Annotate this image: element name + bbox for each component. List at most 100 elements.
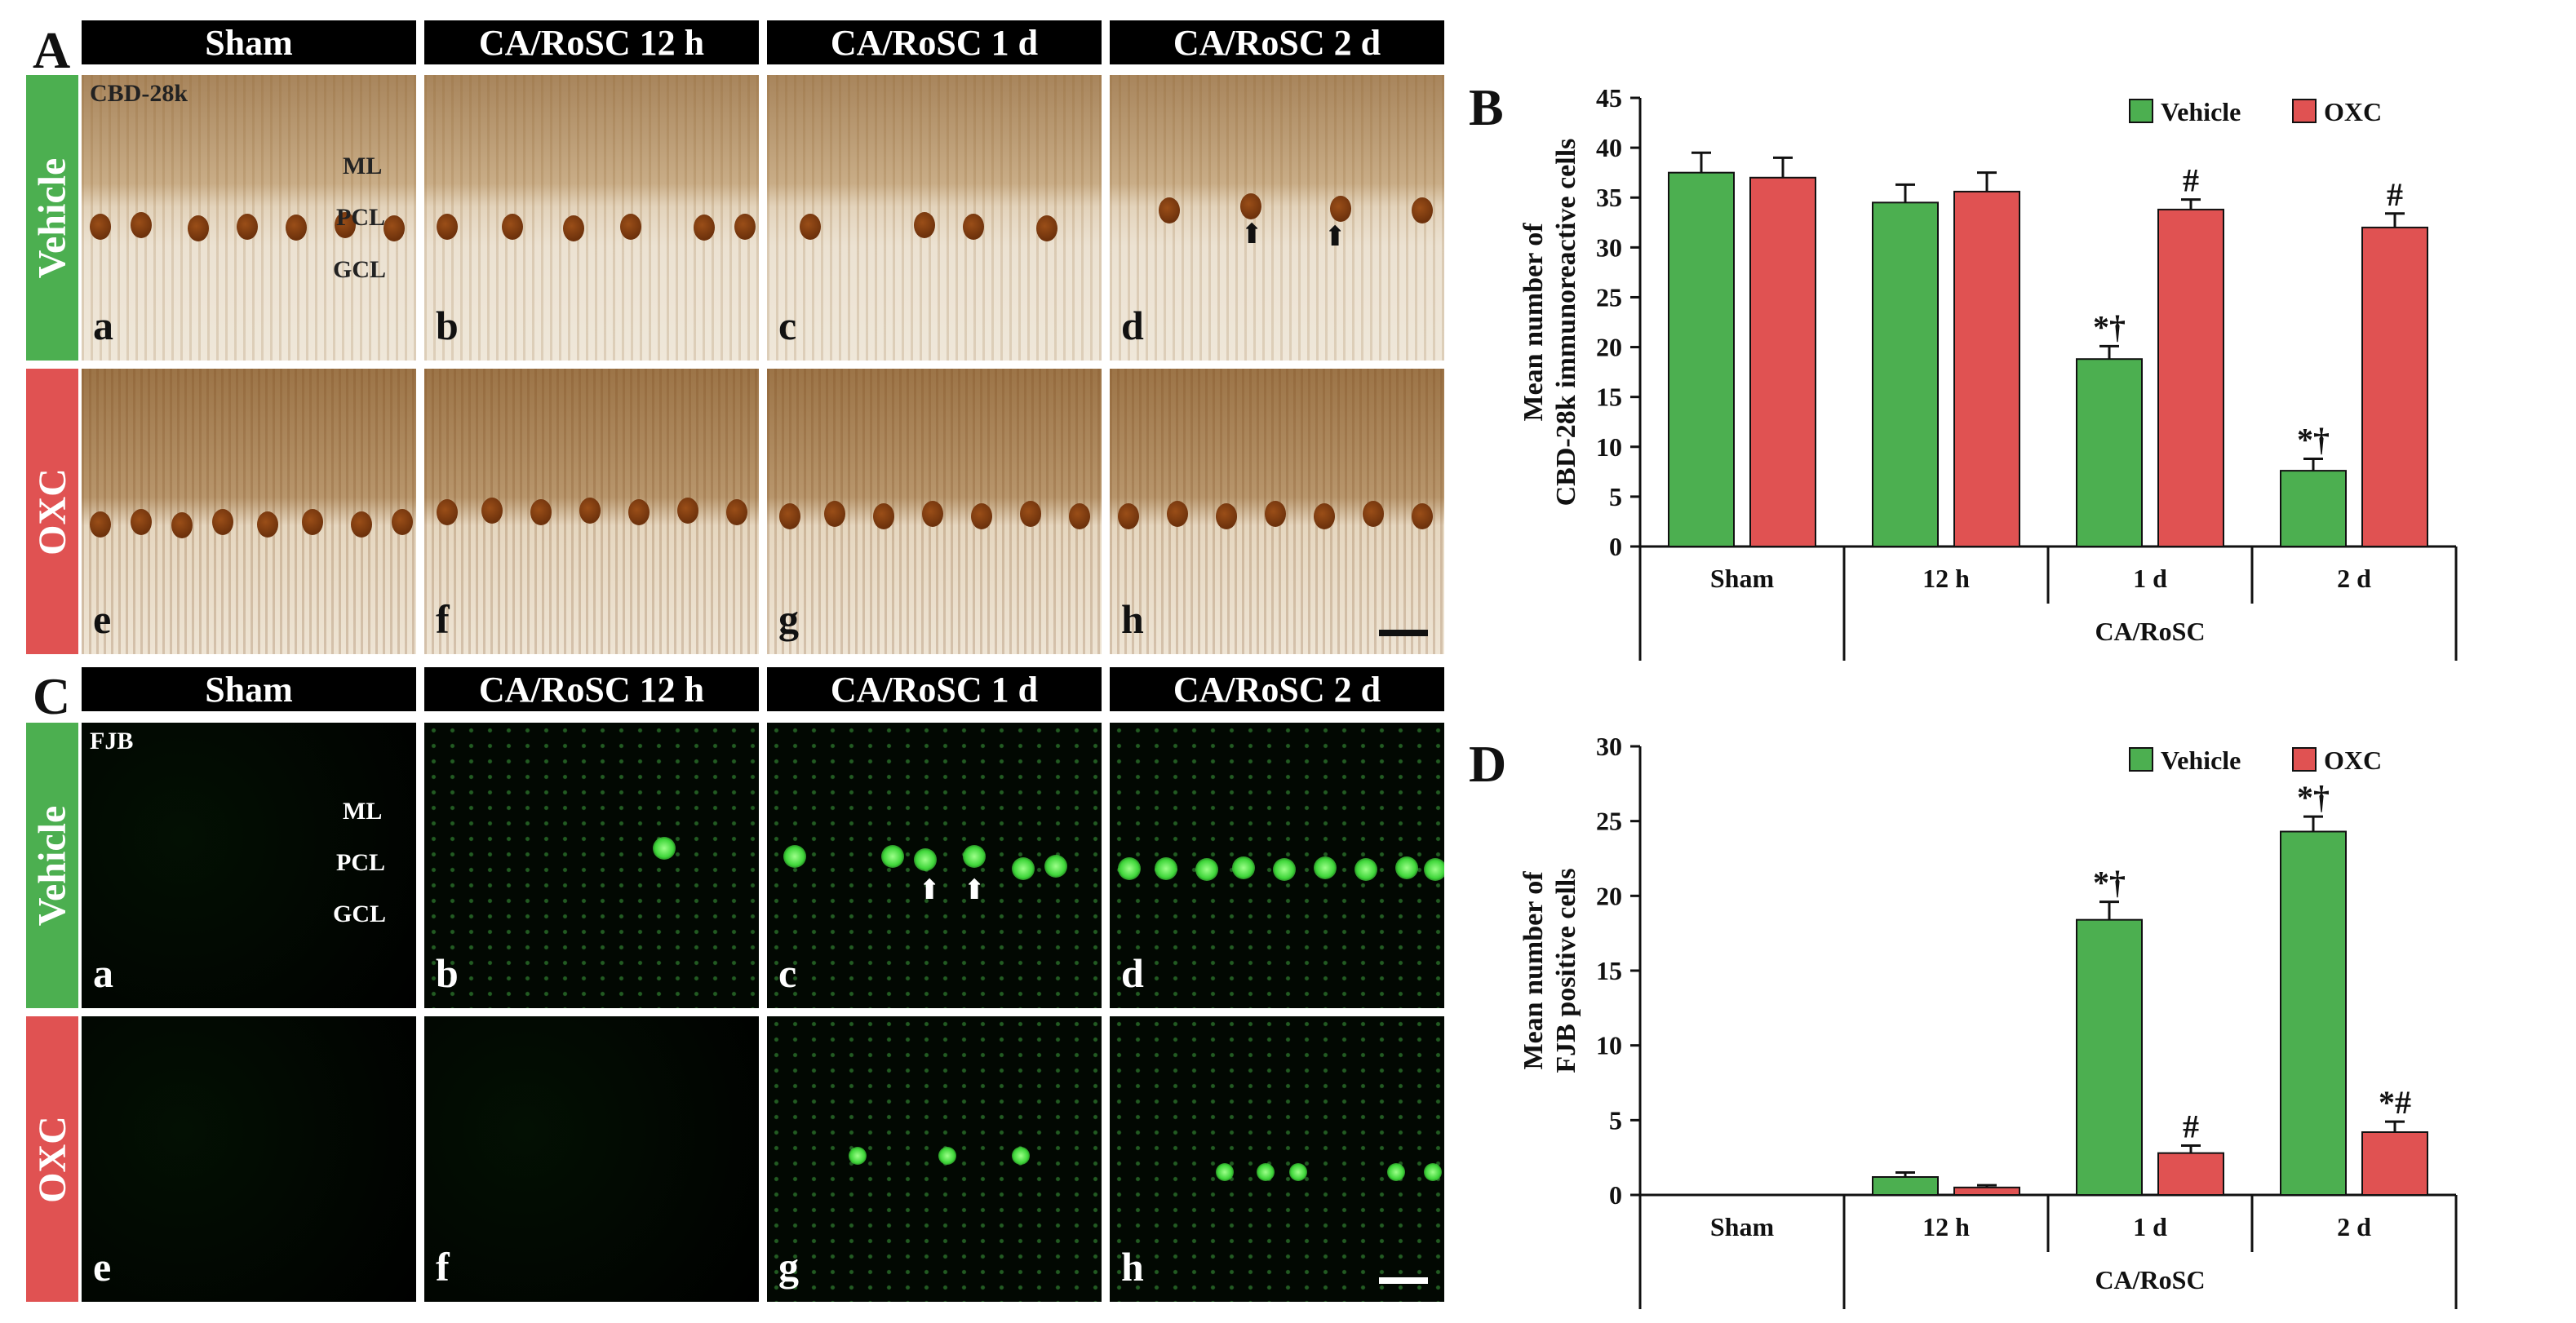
fjb-micrograph-a: FJB ML PCL GCL a: [82, 723, 416, 1008]
x-group-label: CA/RoSC: [2095, 1265, 2205, 1294]
y-tick-label: 45: [1596, 83, 1622, 113]
x-tick-label: Sham: [1710, 564, 1775, 593]
y-tick-label: 20: [1596, 333, 1622, 362]
column-header-sham: Sham: [82, 667, 416, 711]
subpanel-label: h: [1121, 596, 1144, 642]
layer-label-pcl: PCL: [336, 849, 385, 876]
bar: [2157, 1152, 2224, 1197]
legend-swatch: [2129, 99, 2153, 123]
x-tick-label: 12 h: [1922, 1212, 1970, 1241]
ihc-micrograph-f: f: [424, 369, 759, 654]
significance-mark: #: [2387, 176, 2403, 213]
row-label-oxc-c: OXC: [26, 1016, 78, 1302]
bar: [1872, 201, 1939, 547]
ihc-micrograph-d: ⬆ ⬆ d: [1110, 75, 1444, 361]
legend-swatch: [2129, 747, 2153, 772]
legend-label: OXC: [2324, 746, 2382, 775]
layer-label-ml: ML: [343, 153, 383, 179]
bar: [2280, 470, 2347, 547]
row-label-vehicle-a: Vehicle: [26, 75, 78, 361]
stain-label-fjb: FJB: [90, 728, 134, 754]
subpanel-label: c: [778, 303, 797, 348]
subpanel-label: d: [1121, 950, 1144, 996]
bar: [1953, 1186, 2020, 1196]
y-axis-label: Mean number ofFJB positive cells: [1519, 868, 1581, 1073]
y-tick-label: 10: [1596, 1031, 1622, 1060]
stain-label-cbd28k: CBD-28k: [90, 80, 188, 107]
ihc-micrograph-h: h: [1110, 369, 1444, 654]
legend-label: Vehicle: [2161, 97, 2241, 126]
y-tick-label: 20: [1596, 881, 1622, 910]
fjb-micrograph-b: b: [424, 723, 759, 1008]
column-header-sham: Sham: [82, 20, 416, 64]
x-tick-label: 1 d: [2133, 1212, 2167, 1241]
y-tick-label: 0: [1609, 532, 1622, 561]
panel-letter-c: C: [33, 667, 71, 725]
subpanel-label: g: [778, 1244, 799, 1290]
x-tick-label: 1 d: [2133, 564, 2167, 593]
y-tick-label: 30: [1596, 732, 1622, 761]
legend-label: Vehicle: [2161, 746, 2241, 775]
subpanel-label: e: [93, 596, 112, 642]
significance-mark: #: [2183, 162, 2199, 199]
column-header-2d: CA/RoSC 2 d: [1110, 667, 1444, 711]
row-label-oxc-a: OXC: [26, 369, 78, 654]
x-tick-label: 2 d: [2337, 1212, 2371, 1241]
y-tick-label: 10: [1596, 432, 1622, 462]
y-tick-label: 5: [1609, 482, 1622, 511]
subpanel-label: f: [436, 1244, 450, 1290]
scale-bar: [1379, 630, 1428, 636]
y-tick-label: 15: [1596, 383, 1622, 412]
legend-swatch: [2292, 99, 2317, 123]
column-header-1d: CA/RoSC 1 d: [767, 20, 1102, 64]
layer-label-gcl: GCL: [333, 256, 387, 283]
y-tick-label: 40: [1596, 133, 1622, 162]
column-header-2d: CA/RoSC 2 d: [1110, 20, 1444, 64]
significance-mark: *†: [2093, 308, 2126, 345]
ihc-micrograph-g: g: [767, 369, 1102, 654]
x-tick-label: 12 h: [1922, 564, 1970, 593]
fjb-micrograph-c: ⬆ ⬆ c: [767, 723, 1102, 1008]
layer-label-gcl: GCL: [333, 900, 387, 927]
bar: [1749, 176, 1816, 548]
bar-chart-cbd28k: 0 5 10 15 20 25 30 35 40 45 Mean number ofCBD-28k …: [1519, 83, 2458, 661]
subpanel-label: d: [1121, 303, 1144, 348]
y-tick-label: 35: [1596, 183, 1622, 212]
arrow-up-icon: ⬆: [918, 875, 942, 905]
x-group-label: CA/RoSC: [2095, 617, 2205, 646]
subpanel-label: g: [778, 596, 799, 642]
significance-mark: *#: [2379, 1084, 2411, 1121]
panel-letter-d: D: [1469, 735, 1507, 793]
arrow-up-icon: ⬆: [1240, 219, 1264, 250]
legend-label: OXC: [2324, 97, 2382, 126]
fjb-micrograph-d: d: [1110, 723, 1444, 1008]
bar: [2076, 358, 2143, 547]
fjb-micrograph-e: e: [82, 1016, 416, 1302]
y-tick-label: 15: [1596, 956, 1622, 985]
significance-mark: #: [2183, 1108, 2199, 1145]
fjb-micrograph-g: g: [767, 1016, 1102, 1302]
bar: [2157, 208, 2224, 547]
bar: [2361, 226, 2428, 547]
layer-label-ml: ML: [343, 798, 383, 825]
x-tick-label: 2 d: [2337, 564, 2371, 593]
bar: [2361, 1131, 2428, 1196]
ihc-micrograph-a: CBD-28k ML PCL GCL a: [82, 75, 416, 361]
fjb-micrograph-h: h: [1110, 1016, 1444, 1302]
y-tick-label: 25: [1596, 282, 1622, 312]
bar: [1668, 171, 1735, 548]
bar: [2076, 918, 2143, 1197]
subpanel-label: f: [436, 596, 450, 642]
bar: [2280, 830, 2347, 1196]
scale-bar: [1379, 1277, 1428, 1284]
subpanel-label: b: [436, 303, 459, 348]
subpanel-label: a: [93, 303, 113, 348]
y-tick-label: 0: [1609, 1180, 1622, 1210]
fjb-micrograph-f: f: [424, 1016, 759, 1302]
legend-swatch: [2292, 747, 2317, 772]
row-label-vehicle-c: Vehicle: [26, 723, 78, 1008]
bar: [1872, 1176, 1939, 1196]
ihc-micrograph-e: e: [82, 369, 416, 654]
panel-letter-b: B: [1469, 78, 1504, 136]
subpanel-label: h: [1121, 1244, 1144, 1290]
